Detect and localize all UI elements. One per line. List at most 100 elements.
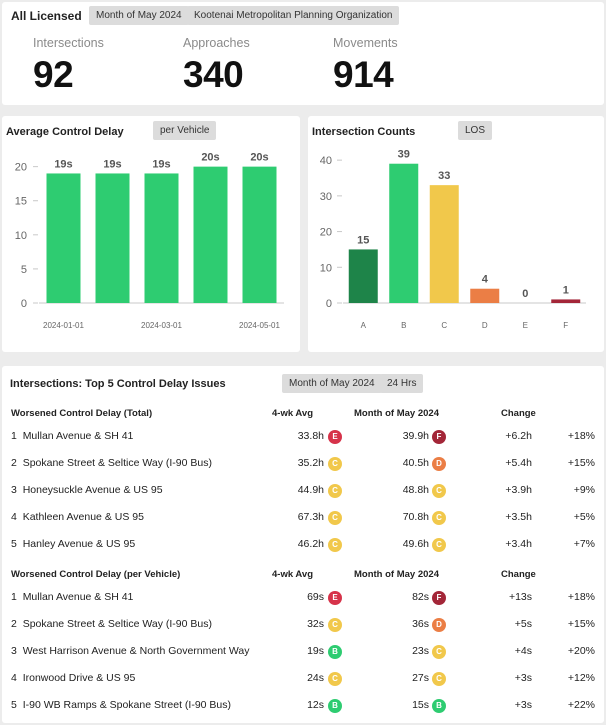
table-row[interactable]: 3 West Harrison Avenue & North Governmen… [2, 642, 604, 662]
average-control-delay-chart: 0 5 10 15 20 19s 2024-01-01 19s 19s 2024-03-01 20s… [15, 152, 284, 330]
avg-los-badge: C [328, 457, 342, 471]
change-value: +4s [514, 645, 532, 657]
intersection-label: Mullan Avenue & SH 41 [22, 591, 134, 603]
change-value: +13s [508, 591, 532, 603]
month-value: 23s [412, 645, 429, 657]
avg-value: 33.8h [297, 430, 324, 442]
change-value: +3.5h [505, 511, 532, 523]
rank: 4 [11, 672, 17, 684]
table-row[interactable]: 1 Mullan Avenue & SH 41 33.8h E 39.9h F +6.2h… [2, 427, 604, 447]
month-los-badge: C [432, 645, 446, 659]
table-row[interactable]: 1 Mullan Avenue & SH 41 69s E 82s F +13s +18% [2, 588, 604, 608]
intersection-name[interactable]: 2 Spokane Street & Seltice Way (I-90 Bus… [11, 618, 212, 630]
month-value: 49.6h [402, 538, 429, 550]
data-label: 19s [54, 158, 72, 170]
change-percent: +18% [567, 430, 595, 442]
table-row[interactable]: 5 I-90 WB Ramps & Spokane Street (I-90 B… [2, 696, 604, 716]
data-label: 39 [398, 149, 410, 161]
month-los-badge: C [432, 484, 446, 498]
intersection-label: Spokane Street & Seltice Way (I-90 Bus) [22, 618, 212, 630]
table-row[interactable]: 2 Spokane Street & Seltice Way (I-90 Bus… [2, 615, 604, 635]
intersection-name[interactable]: 5 Hanley Avenue & US 95 [11, 538, 135, 550]
y-tick-label: 15 [15, 196, 27, 208]
table-row[interactable]: 4 Ironwood Drive & US 95 24s C 27s C +3s +12% [2, 669, 604, 689]
month-los-badge: B [432, 699, 446, 713]
avg-los-badge: C [328, 672, 342, 686]
change-percent: +9% [573, 484, 595, 496]
x-tick-label: 2024-01-01 [43, 321, 84, 330]
table-row[interactable]: 2 Spokane Street & Seltice Way (I-90 Bus… [2, 454, 604, 474]
avg-value: 24s [307, 672, 324, 684]
avg-value: 32s [307, 618, 324, 630]
intersection-label: Kathleen Avenue & US 95 [22, 511, 144, 523]
change-value: +3.4h [505, 538, 532, 550]
avg-los-badge: B [328, 699, 342, 713]
intersection-name[interactable]: 3 Honeysuckle Avenue & US 95 [11, 484, 163, 496]
average-control-delay-card: Average Control Delay per Vehicle 0 5 10 15… [2, 116, 300, 352]
bar [144, 173, 179, 303]
avg-los-badge: C [328, 538, 342, 552]
month-los-badge: F [432, 430, 446, 444]
intersection-name[interactable]: 5 I-90 WB Ramps & Spokane Street (I-90 B… [11, 699, 231, 711]
change-value: +3s [514, 699, 532, 711]
month-value: 15s [412, 699, 429, 711]
metric-movements: Movements 914 [333, 36, 398, 96]
data-label: 19s [152, 158, 170, 170]
chart-title: Intersection Counts [312, 126, 416, 138]
issues-hours-chip[interactable]: 24 Hrs [380, 374, 424, 393]
avg-los-badge: E [328, 430, 342, 444]
period-chip[interactable]: Month of May 2024 [89, 6, 189, 25]
month-los-badge: D [432, 457, 446, 471]
y-tick-label: 10 [15, 230, 27, 242]
metric-approaches: Approaches 340 [183, 36, 250, 96]
scope-title: All Licensed [11, 9, 82, 23]
y-tick-label: 20 [15, 162, 27, 174]
avg-los-badge: B [328, 645, 342, 659]
data-label: 4 [482, 274, 489, 286]
month-los-badge: C [432, 672, 446, 686]
intersection-label: I-90 WB Ramps & Spokane Street (I-90 Bus… [22, 699, 232, 711]
per-vehicle-chip[interactable]: per Vehicle [153, 121, 217, 140]
data-label: 20s [250, 152, 268, 164]
table-row[interactable]: 5 Hanley Avenue & US 95 46.2h C 49.6h C +3.4h… [2, 535, 604, 555]
x-tick-label: E [523, 321, 528, 330]
column-header-avg: 4-wk Avg [272, 408, 314, 419]
intersection-name[interactable]: 4 Ironwood Drive & US 95 [11, 672, 135, 684]
bar [389, 163, 419, 303]
metric-label: Approaches [183, 36, 250, 50]
intersection-counts-card: Intersection Counts LOS 0 10 20 30 40 15 A 39 B 3… [308, 116, 604, 352]
avg-value: 19s [307, 645, 324, 657]
table-row[interactable]: 4 Kathleen Avenue & US 95 67.3h C 70.8h C +3.… [2, 508, 604, 528]
change-percent: +22% [567, 699, 595, 711]
chart-title: Average Control Delay [6, 126, 124, 138]
x-tick-label: D [482, 321, 488, 330]
section-header-title: Worsened Control Delay (Total) [11, 408, 153, 419]
table-row[interactable]: 3 Honeysuckle Avenue & US 95 44.9h C 48.8h C… [2, 481, 604, 501]
metric-label: Movements [333, 36, 398, 50]
intersection-name[interactable]: 1 Mullan Avenue & SH 41 [11, 430, 133, 442]
intersection-name[interactable]: 1 Mullan Avenue & SH 41 [11, 591, 133, 603]
intersection-name[interactable]: 2 Spokane Street & Seltice Way (I-90 Bus… [11, 457, 212, 469]
intersection-counts-chart: 0 10 20 30 40 15 A 39 B 33 C 4 D 0 E 1 F [320, 149, 586, 330]
bar [551, 299, 581, 303]
organization-chip[interactable]: Kootenai Metropolitan Planning Organizat… [187, 6, 400, 25]
x-tick-label: 2024-05-01 [239, 321, 280, 330]
change-percent: +7% [573, 538, 595, 550]
intersection-label: Honeysuckle Avenue & US 95 [22, 484, 163, 496]
column-header-month: Month of May 2024 [354, 408, 439, 419]
column-header-change: Change [501, 569, 536, 580]
y-tick-label: 5 [21, 264, 27, 276]
change-value: +6.2h [505, 430, 532, 442]
avg-value: 35.2h [297, 457, 324, 469]
x-tick-label: F [563, 321, 568, 330]
x-tick-label: A [361, 321, 367, 330]
data-label: 20s [201, 152, 219, 164]
change-percent: +20% [567, 645, 595, 657]
month-value: 39.9h [402, 430, 429, 442]
intersection-name[interactable]: 4 Kathleen Avenue & US 95 [11, 511, 144, 523]
avg-value: 44.9h [297, 484, 324, 496]
los-chip[interactable]: LOS [458, 121, 493, 140]
intersection-name[interactable]: 3 West Harrison Avenue & North Governmen… [11, 645, 250, 657]
change-percent: +15% [567, 457, 595, 469]
issues-period-chip[interactable]: Month of May 2024 [282, 374, 382, 393]
